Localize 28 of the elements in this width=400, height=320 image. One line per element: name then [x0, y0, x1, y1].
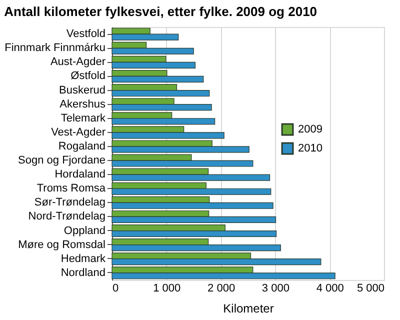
y-tick-label: Oppland: [64, 224, 106, 237]
y-tick-label: Sogn og Fjordane: [18, 154, 106, 167]
y-tick-label: Akershus: [60, 98, 106, 110]
legend-label: 2010: [298, 142, 322, 154]
y-tick-label: Vest-Agder: [51, 126, 106, 138]
x-axis-title: Kilometer: [223, 302, 274, 316]
y-tick-label: Nord-Trøndelag: [28, 210, 106, 223]
x-tick-label: 4 000: [316, 282, 344, 294]
y-tick-label: Hordaland: [54, 168, 106, 181]
y-tick-label: Buskerud: [59, 84, 106, 96]
x-tick-label: 5 000: [356, 282, 384, 294]
chart-title: Antall kilometer fylkesvei, etter fylke. 2009 og 2010: [4, 4, 318, 19]
y-tick-label: Vestfold: [66, 28, 106, 40]
y-tick-label: Møre og Romsdal: [18, 238, 106, 251]
x-tick-label: 3 000: [262, 282, 290, 294]
y-tick-label: Aust-Agder: [50, 56, 106, 68]
x-tick-label: 2 000: [208, 282, 236, 294]
y-tick-label: Telemark: [60, 112, 106, 124]
y-tick-label: Nordland: [60, 266, 106, 279]
x-tick-label: 1 000: [153, 282, 181, 294]
legend-label: 2009: [298, 124, 322, 136]
y-tick-label: Rogaland: [58, 140, 106, 152]
y-tick-label: Finnmark Finnmárku: [4, 42, 106, 54]
y-tick-label: Østfold: [70, 70, 106, 82]
y-tick-label: Troms Romsa: [36, 182, 106, 195]
y-tick-label: Sør-Trøndelag: [34, 196, 106, 209]
x-tick-label: 0: [112, 282, 119, 294]
y-tick-label: Hedmark: [60, 252, 106, 265]
